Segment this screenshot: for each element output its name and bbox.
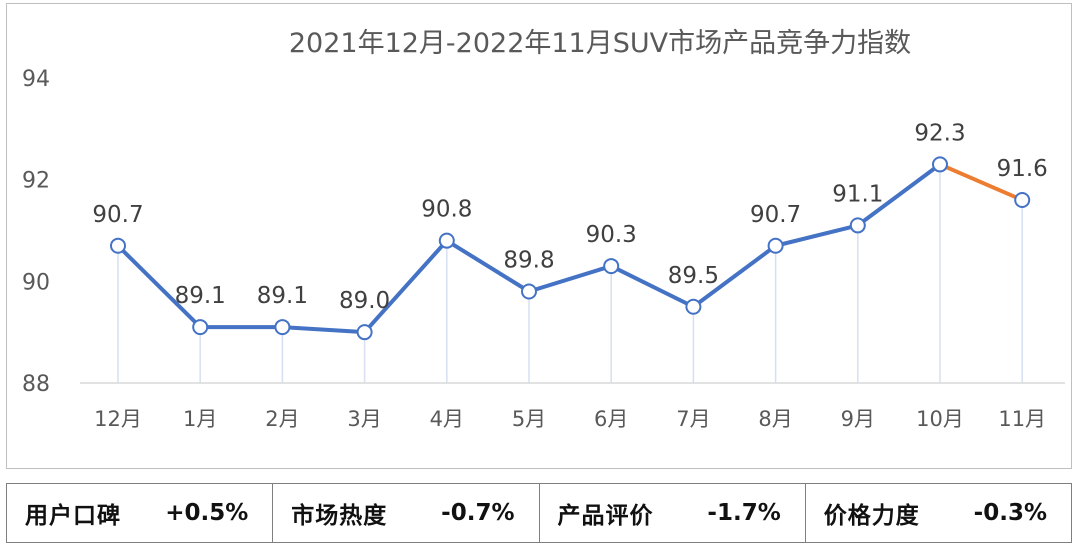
line-segment <box>609 264 696 309</box>
data-label: 89.8 <box>503 248 554 274</box>
metrics-bar: 用户口碑 +0.5% 市场热度 -0.7% 产品评价 -1.7% 价格力度 -0… <box>6 483 1072 543</box>
data-point-marker <box>274 319 291 336</box>
metric-market-heat: 市场热度 -0.7% <box>273 484 540 542</box>
x-tick-label: 9月 <box>841 407 875 431</box>
metric-label: 市场热度 <box>291 503 388 529</box>
metric-label: 价格力度 <box>823 503 920 529</box>
line-segment <box>938 162 1025 202</box>
y-tick-label: 94 <box>22 67 50 92</box>
x-tick-label: 3月 <box>347 407 381 431</box>
data-label: 89.1 <box>175 283 226 309</box>
chart-title: 2021年12月-2022年11月SUV市场产品竞争力指数 <box>289 28 911 59</box>
x-tick-label: 12月 <box>94 407 142 431</box>
data-point-marker <box>767 237 784 254</box>
metric-value: -0.3% <box>973 500 1047 526</box>
data-label: 90.7 <box>750 202 801 228</box>
data-point-marker <box>521 283 537 300</box>
x-tick-label: 8月 <box>758 407 792 431</box>
x-tick-label: 2月 <box>265 407 299 431</box>
data-label: 92.3 <box>914 120 965 146</box>
metric-value: +0.5% <box>165 500 249 526</box>
x-tick-label: 7月 <box>676 407 710 431</box>
data-point-marker <box>110 237 126 254</box>
chart-frame <box>6 3 1072 469</box>
line-segment <box>280 325 367 335</box>
data-point-marker <box>1014 192 1031 208</box>
y-tick-label: 88 <box>22 372 50 397</box>
metric-value: -1.7% <box>707 500 781 526</box>
y-tick-label: 90 <box>22 270 50 295</box>
metric-product-rating: 产品评价 -1.7% <box>540 484 806 542</box>
data-point-marker <box>438 232 455 249</box>
metric-label: 用户口碑 <box>25 503 121 529</box>
x-tick-label: 11月 <box>998 407 1046 431</box>
x-tick-label: 1月 <box>183 407 217 431</box>
data-point-marker <box>932 156 948 173</box>
line-segment <box>527 264 614 294</box>
data-point-marker <box>603 258 620 275</box>
data-point-marker <box>685 298 702 315</box>
line-segment <box>855 162 942 228</box>
metric-label: 产品评价 <box>557 503 654 529</box>
data-label: 90.7 <box>92 202 143 228</box>
metric-value: -0.7% <box>441 500 515 526</box>
data-label: 90.8 <box>421 197 472 223</box>
data-label: 89.1 <box>257 283 308 309</box>
y-tick-label: 92 <box>22 169 50 194</box>
data-label: 89.5 <box>668 263 719 289</box>
data-point-marker <box>849 217 866 234</box>
data-label: 89.0 <box>339 288 390 314</box>
data-label: 91.6 <box>997 156 1048 182</box>
data-point-marker <box>356 324 373 341</box>
data-label: 91.1 <box>832 181 883 207</box>
x-tick-label: 4月 <box>430 407 464 431</box>
x-tick-label: 6月 <box>594 407 628 431</box>
line-segment <box>116 243 203 330</box>
metric-user-reputation: 用户口碑 +0.5% <box>7 484 274 542</box>
metric-price-strength: 价格力度 -0.3% <box>806 484 1071 542</box>
line-segment <box>773 223 860 248</box>
x-tick-label: 10月 <box>916 407 964 431</box>
line-chart: 2021年12月-2022年11月SUV市场产品竞争力指数 88 90 92 94 1… <box>22 28 1065 431</box>
data-point-marker <box>192 319 209 336</box>
line-segment <box>362 238 449 335</box>
data-label: 90.3 <box>586 222 637 248</box>
line-segment <box>444 238 531 294</box>
line-segment <box>691 243 778 309</box>
x-tick-label: 5月 <box>512 407 546 431</box>
